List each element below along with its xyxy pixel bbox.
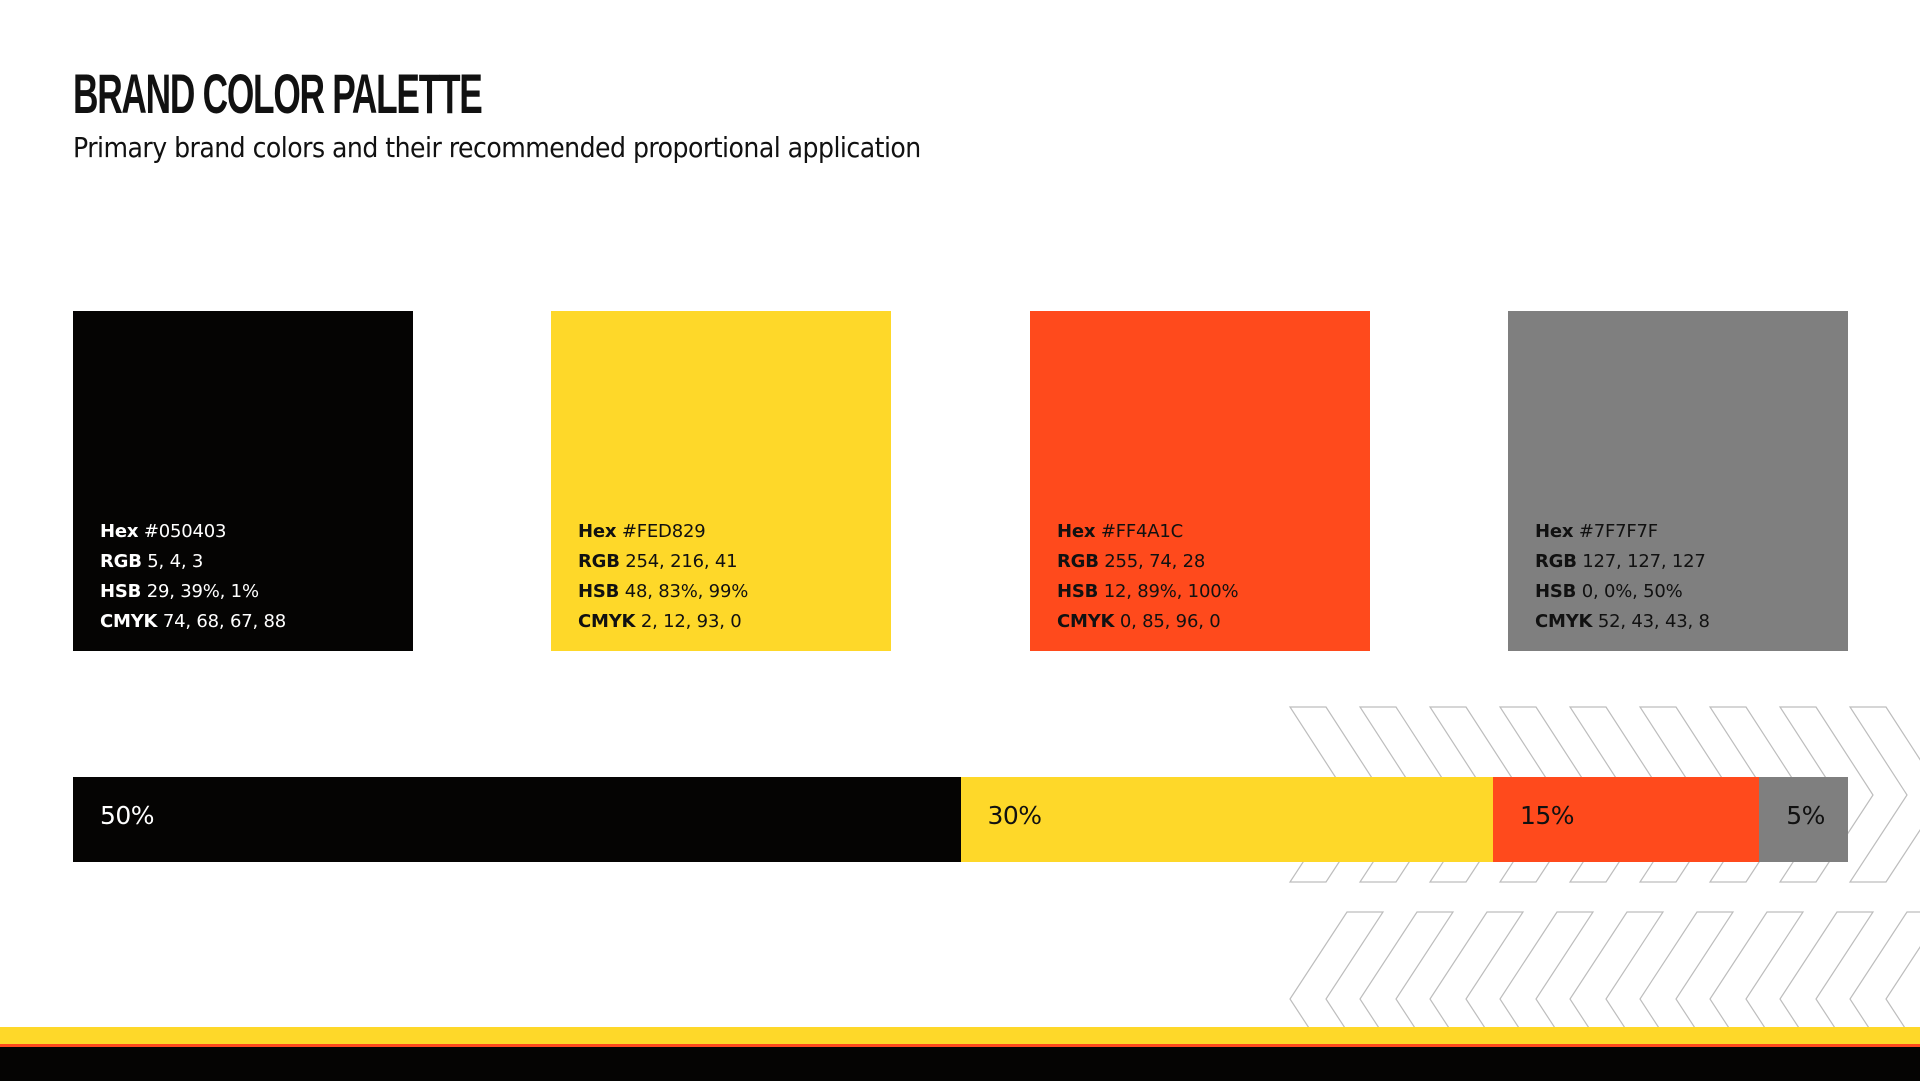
hsb-value: 48, 83%, 99% bbox=[624, 581, 749, 602]
hsb-label: HSB bbox=[1535, 581, 1577, 602]
chevron-left-icon bbox=[1779, 911, 1875, 1027]
cmyk-label: CMYK bbox=[100, 611, 158, 632]
chevron-left-icon bbox=[1849, 911, 1920, 1027]
swatch-gray: Hex #7F7F7F RGB 127, 127, 127 HSB 0, 0%,… bbox=[1508, 311, 1848, 651]
hex-label: Hex bbox=[1535, 521, 1574, 542]
hsb-value: 0, 0%, 50% bbox=[1581, 581, 1683, 602]
cmyk-value: 0, 85, 96, 0 bbox=[1119, 611, 1221, 632]
rgb-label: RGB bbox=[100, 551, 142, 572]
rgb-label: RGB bbox=[578, 551, 620, 572]
hsb-row: HSB 48, 83%, 99% bbox=[578, 577, 748, 607]
hex-value: #050403 bbox=[143, 521, 227, 542]
cmyk-row: CMYK 74, 68, 67, 88 bbox=[100, 607, 286, 637]
rgb-row: RGB 254, 216, 41 bbox=[578, 547, 748, 577]
cmyk-label: CMYK bbox=[1057, 611, 1115, 632]
cmyk-value: 2, 12, 93, 0 bbox=[640, 611, 742, 632]
proportion-label: 50% bbox=[100, 801, 155, 830]
hsb-value: 29, 39%, 1% bbox=[146, 581, 259, 602]
page-title: BRAND COLOR PALETTE bbox=[73, 62, 483, 125]
page-subtitle: Primary brand colors and their recommend… bbox=[73, 131, 921, 164]
cmyk-row: CMYK 52, 43, 43, 8 bbox=[1535, 607, 1710, 637]
hex-value: #FF4A1C bbox=[1100, 521, 1184, 542]
rgb-value: 127, 127, 127 bbox=[1582, 551, 1706, 572]
swatch-orange: Hex #FF4A1C RGB 255, 74, 28 HSB 12, 89%,… bbox=[1030, 311, 1370, 651]
chevron-left-icon bbox=[1639, 911, 1735, 1027]
hex-label: Hex bbox=[578, 521, 617, 542]
chevron-left-icon bbox=[1499, 911, 1595, 1027]
cmyk-row: CMYK 0, 85, 96, 0 bbox=[1057, 607, 1238, 637]
swatch-black: Hex #050403 RGB 5, 4, 3 HSB 29, 39%, 1% … bbox=[73, 311, 413, 651]
hex-value: #FED829 bbox=[621, 521, 706, 542]
hex-row: Hex #FF4A1C bbox=[1057, 517, 1238, 547]
proportion-label: 15% bbox=[1520, 801, 1575, 830]
rgb-value: 255, 74, 28 bbox=[1104, 551, 1206, 572]
cmyk-value: 74, 68, 67, 88 bbox=[162, 611, 286, 632]
chevron-left-icon bbox=[1359, 911, 1455, 1027]
proportion-segment-yellow: 30% bbox=[960, 777, 1493, 862]
hex-row: Hex #FED829 bbox=[578, 517, 748, 547]
proportion-label: 5% bbox=[1786, 801, 1825, 830]
rgb-row: RGB 5, 4, 3 bbox=[100, 547, 286, 577]
rgb-row: RGB 255, 74, 28 bbox=[1057, 547, 1238, 577]
rgb-value: 5, 4, 3 bbox=[147, 551, 204, 572]
hex-label: Hex bbox=[1057, 521, 1096, 542]
hex-value: #7F7F7F bbox=[1578, 521, 1658, 542]
chevron-left-icon bbox=[1429, 911, 1525, 1027]
footer-stripe-black bbox=[0, 1047, 1920, 1081]
swatch-info: Hex #050403 RGB 5, 4, 3 HSB 29, 39%, 1% … bbox=[100, 517, 286, 637]
hsb-value: 12, 89%, 100% bbox=[1103, 581, 1239, 602]
hex-label: Hex bbox=[100, 521, 139, 542]
chevron-right-icon bbox=[1848, 706, 1920, 883]
proportion-segment-black: 50% bbox=[73, 777, 961, 862]
rgb-label: RGB bbox=[1057, 551, 1099, 572]
cmyk-label: CMYK bbox=[1535, 611, 1593, 632]
rgb-row: RGB 127, 127, 127 bbox=[1535, 547, 1710, 577]
footer-stripe-orange bbox=[0, 1044, 1920, 1047]
hsb-label: HSB bbox=[100, 581, 142, 602]
swatch-info: Hex #FF4A1C RGB 255, 74, 28 HSB 12, 89%,… bbox=[1057, 517, 1239, 637]
hsb-label: HSB bbox=[1057, 581, 1099, 602]
cmyk-row: CMYK 2, 12, 93, 0 bbox=[578, 607, 748, 637]
proportion-segment-orange: 15% bbox=[1493, 777, 1760, 862]
footer-stripe-yellow bbox=[0, 1027, 1920, 1044]
rgb-label: RGB bbox=[1535, 551, 1577, 572]
hsb-label: HSB bbox=[578, 581, 620, 602]
hsb-row: HSB 0, 0%, 50% bbox=[1535, 577, 1710, 607]
swatch-info: Hex #FED829 RGB 254, 216, 41 HSB 48, 83%… bbox=[578, 517, 748, 637]
chevron-left-icon bbox=[1709, 911, 1805, 1027]
rgb-value: 254, 216, 41 bbox=[625, 551, 738, 572]
hsb-row: HSB 29, 39%, 1% bbox=[100, 577, 286, 607]
hsb-row: HSB 12, 89%, 100% bbox=[1057, 577, 1239, 607]
chevron-left-icon bbox=[1569, 911, 1665, 1027]
chevron-left-icon bbox=[1289, 911, 1385, 1027]
cmyk-value: 52, 43, 43, 8 bbox=[1597, 611, 1710, 632]
proportion-segment-gray: 5% bbox=[1759, 777, 1848, 862]
cmyk-label: CMYK bbox=[578, 611, 636, 632]
proportion-label: 30% bbox=[987, 801, 1043, 830]
swatch-info: Hex #7F7F7F RGB 127, 127, 127 HSB 0, 0%,… bbox=[1535, 517, 1710, 637]
swatch-yellow: Hex #FED829 RGB 254, 216, 41 HSB 48, 83%… bbox=[551, 311, 891, 651]
proportion-bar: 50% 30% 15% 5% bbox=[73, 777, 1848, 862]
hex-row: Hex #7F7F7F bbox=[1535, 517, 1710, 547]
hex-row: Hex #050403 bbox=[100, 517, 286, 547]
